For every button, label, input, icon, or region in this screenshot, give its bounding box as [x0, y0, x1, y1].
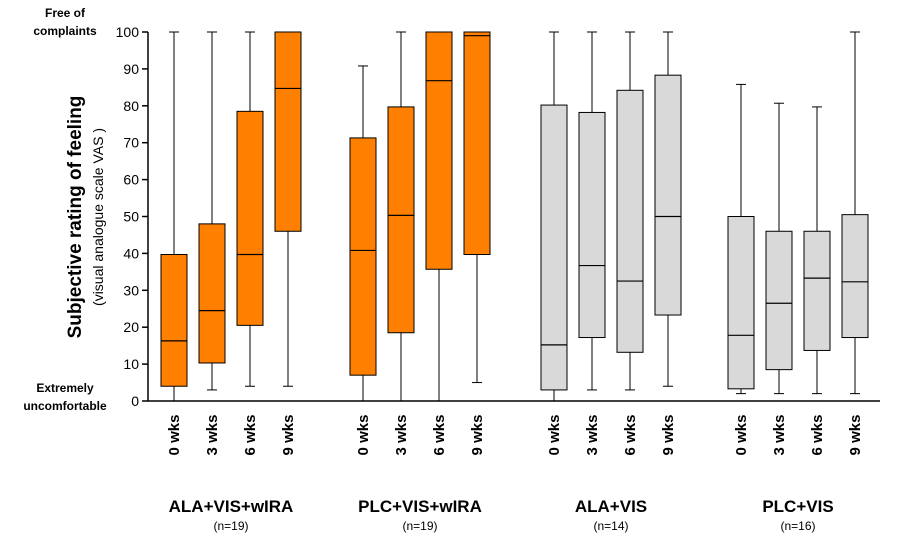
x-category-label: 6 wks [622, 415, 639, 456]
group-sample-size: (n=14) [593, 519, 628, 533]
box-plot-item [727, 83, 755, 395]
box-plot-item [274, 31, 302, 387]
box-iqr [803, 230, 831, 351]
box-plot-item [236, 31, 264, 387]
box-plot-item [387, 31, 415, 402]
box-iqr [160, 254, 188, 387]
box-plot-item [198, 31, 226, 391]
x-category-label: 0 wks [546, 415, 563, 456]
box-plot-item [463, 31, 491, 384]
x-category-label: 3 wks [204, 415, 221, 456]
y-tick-label: 40 [123, 245, 139, 261]
box-iqr [540, 104, 568, 391]
x-category-label: 0 wks [166, 415, 183, 456]
x-category-label: 6 wks [242, 415, 259, 456]
box-plot-item [425, 31, 453, 402]
box-group [540, 31, 682, 402]
box-plot-item [616, 31, 644, 391]
anchor-top-line-2: complaints [33, 24, 97, 38]
x-category-label: 3 wks [584, 415, 601, 456]
group-sample-size: (n=16) [780, 519, 815, 533]
box-iqr [578, 111, 606, 339]
x-category-label: 9 wks [847, 415, 864, 456]
group-sample-size: (n=19) [402, 519, 437, 533]
box-iqr [727, 216, 755, 390]
x-category-label: 3 wks [393, 415, 410, 456]
box-iqr [274, 31, 302, 232]
box-group [349, 31, 491, 402]
y-tick-label: 20 [123, 319, 139, 335]
group-label: ALA+VIS [575, 497, 647, 516]
y-tick-label: 70 [123, 135, 139, 151]
y-axis-title: Subjective rating of feeling [65, 96, 86, 339]
y-tick-label: 100 [116, 24, 140, 40]
x-category-label: 0 wks [733, 415, 750, 456]
box-plot-item [765, 102, 793, 395]
y-tick-label: 80 [123, 98, 139, 114]
box-iqr [616, 89, 644, 353]
group-label: PLC+VIS [762, 497, 833, 516]
anchor-bottom-line-2: uncomfortable [23, 399, 107, 413]
box-iqr [654, 74, 682, 316]
x-category-label: 9 wks [469, 415, 486, 456]
box-plot-item [578, 31, 606, 391]
box-iqr [425, 31, 453, 270]
x-category-label: 6 wks [809, 415, 826, 456]
y-axis-label: Subjective rating of feeling (visual ana… [65, 96, 106, 339]
box-iqr [841, 214, 869, 339]
x-category-label: 3 wks [771, 415, 788, 456]
y-tick-label: 50 [123, 209, 139, 225]
box-iqr [463, 31, 491, 256]
box-plot-item [349, 65, 377, 402]
anchor-top-line-1: Free of [45, 6, 86, 20]
box-iqr [349, 137, 377, 376]
group-sample-size: (n=19) [213, 519, 248, 533]
y-tick-label: 10 [123, 356, 139, 372]
group-label: ALA+VIS+wIRA [169, 497, 294, 516]
x-category-label: 9 wks [280, 415, 297, 456]
box-iqr [765, 230, 793, 371]
category-labels: 0 wks 3 wks 6 wks 9 wks ALA+VIS+wIRA (n=19) 0 … [166, 415, 864, 533]
group-label: PLC+VIS+wIRA [358, 497, 482, 516]
box-series [160, 31, 869, 402]
x-category-label: 6 wks [431, 415, 448, 456]
anchor-bottom-line-1: Extremely [36, 381, 94, 395]
y-tick-label: 60 [123, 172, 139, 188]
scale-anchor-labels: Free of complaints Extremely uncomfortab… [23, 6, 107, 413]
y-tick-label: 90 [123, 61, 139, 77]
y-tick-label: 30 [123, 282, 139, 298]
box-iqr [387, 106, 415, 334]
box-plot-item [160, 31, 188, 402]
box-iqr [236, 110, 264, 326]
y-axis-subtitle: (visual analogue scale VAS ) [90, 128, 106, 306]
x-category-label: 9 wks [660, 415, 677, 456]
axes: 0 10 20 30 40 50 60 70 80 90 100 [116, 24, 880, 409]
x-category-label: 0 wks [355, 415, 372, 456]
box-group [727, 31, 869, 395]
y-tick-label: 0 [131, 393, 139, 409]
box-plot-item [540, 31, 568, 402]
box-plot-item [841, 31, 869, 395]
box-group [160, 31, 302, 402]
box-plot-item [803, 106, 831, 395]
box-plot-item [654, 31, 682, 387]
box-iqr [198, 223, 226, 364]
